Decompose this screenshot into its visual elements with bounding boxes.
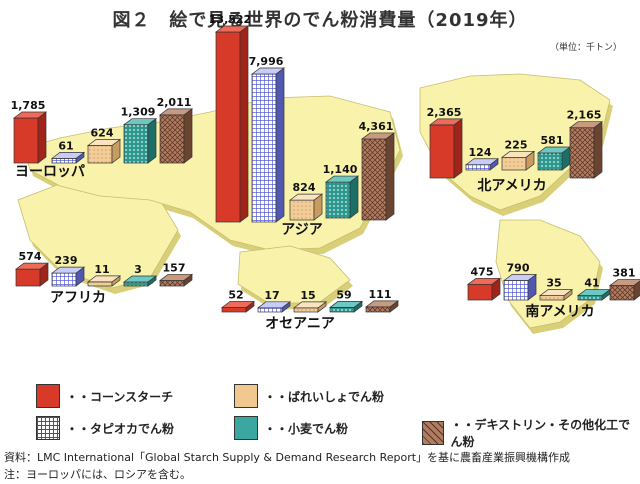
bar-potato-2 (500, 150, 536, 171)
bar-corn-0 (12, 111, 48, 164)
bar-tapioca-2 (464, 158, 500, 171)
map-south-america (495, 219, 601, 329)
value-label-tapioca-2: 124 (469, 146, 492, 159)
value-label-tapioca-1: 7,996 (249, 55, 284, 68)
legend-swatch-wheat (234, 416, 258, 440)
bar-wheat-3 (122, 275, 158, 287)
bar-potato-5 (538, 288, 574, 301)
value-label-dextrin-2: 2,165 (567, 109, 602, 122)
unit-label: （単位：千トン） (549, 43, 622, 53)
value-label-corn-1: 13,522 (209, 13, 251, 26)
bar-potato-0 (86, 138, 122, 164)
value-label-potato-0: 624 (91, 127, 114, 140)
value-label-wheat-2: 581 (541, 134, 564, 147)
bar-dextrin-4 (364, 300, 400, 313)
bar-dextrin-2 (568, 120, 604, 179)
bar-dextrin-5 (608, 279, 640, 301)
value-label-potato-2: 225 (505, 138, 528, 151)
bar-tapioca-4 (256, 301, 292, 313)
legend-swatch-corn (36, 384, 60, 408)
bar-tapioca-0 (50, 151, 86, 164)
legend-label-dextrin: ・・デキストリン・その他化工でん粉 (450, 418, 631, 449)
legend-label-potato: ・・ばれいしょでん粉 (264, 389, 385, 404)
bar-corn-5 (466, 277, 502, 301)
value-label-tapioca-3: 239 (55, 254, 78, 267)
legend-item-corn: ・・コーンスターチ (36, 384, 173, 408)
bar-potato-3 (86, 275, 122, 287)
value-label-potato-4: 15 (300, 289, 315, 302)
bar-potato-1 (288, 193, 324, 221)
legend-label-corn: ・・コーンスターチ (66, 389, 174, 404)
bar-tapioca-5 (502, 273, 538, 301)
value-label-corn-2: 2,365 (427, 106, 462, 119)
value-label-corn-5: 475 (471, 265, 494, 278)
map-oceania (237, 245, 351, 305)
value-label-wheat-1: 1,140 (323, 163, 358, 176)
legend-label-wheat: ・・小麦でん粉 (264, 421, 349, 436)
legend-item-potato: ・・ばれいしょでん粉 (234, 384, 384, 408)
legend-item-dextrin: ・・デキストリン・その他化工でん粉 (422, 416, 640, 450)
bar-tapioca-1 (250, 67, 286, 223)
bar-corn-3 (14, 262, 50, 287)
region-label-5: 南アメリカ (525, 303, 594, 320)
region-label-2: 北アメリカ (477, 178, 546, 194)
bar-corn-1 (214, 25, 250, 223)
legend-swatch-potato (234, 384, 258, 408)
value-label-potato-3: 11 (94, 263, 109, 276)
legend-swatch-tapioca (36, 416, 60, 440)
chart-title: 図２ 絵で見る世界のでん粉消費量（2019年） (112, 10, 528, 31)
value-label-wheat-0: 1,309 (121, 106, 156, 119)
region-label-0: ヨーロッパ (15, 164, 85, 180)
bar-tapioca-3 (50, 266, 86, 287)
legend-item-tapioca: ・・タピオカでん粉 (36, 416, 174, 440)
value-label-wheat-5: 41 (584, 277, 599, 290)
value-label-tapioca-0: 61 (58, 139, 73, 152)
bar-wheat-4 (328, 300, 364, 313)
value-label-corn-3: 574 (19, 250, 42, 263)
source-note: 資料：LMC International「Global Starch Suppl… (4, 451, 571, 464)
bar-wheat-2 (536, 146, 572, 171)
bar-corn-2 (428, 118, 464, 179)
value-label-corn-0: 1,785 (11, 99, 46, 112)
value-label-dextrin-1: 4,361 (359, 120, 394, 133)
region-label-3: アフリカ (50, 290, 106, 306)
legend-label-tapioca: ・・タピオカでん粉 (66, 421, 175, 436)
value-label-tapioca-5: 790 (507, 262, 530, 275)
bar-dextrin-3 (158, 273, 194, 287)
bar-wheat-1 (324, 175, 360, 219)
bar-wheat-0 (122, 117, 158, 164)
value-label-wheat-4: 59 (336, 288, 351, 301)
value-label-potato-5: 35 (546, 277, 561, 290)
value-label-dextrin-5: 381 (613, 266, 636, 279)
value-label-dextrin-3: 157 (163, 261, 186, 274)
value-label-wheat-3: 3 (134, 263, 142, 276)
value-label-potato-1: 824 (293, 181, 316, 194)
region-label-1: アジア (281, 222, 322, 238)
bar-dextrin-1 (360, 132, 396, 221)
region-label-4: オセアニア (265, 316, 335, 332)
value-label-corn-4: 52 (228, 288, 243, 301)
value-label-dextrin-4: 111 (369, 288, 392, 301)
bar-dextrin-0 (158, 108, 194, 164)
bar-potato-4 (292, 301, 328, 313)
bar-corn-4 (220, 300, 256, 313)
footnote: 注：ヨーロッパには、ロシアを含む。 (4, 468, 191, 481)
value-label-tapioca-4: 17 (264, 289, 279, 302)
legend-swatch-dextrin (422, 421, 445, 445)
legend-item-wheat: ・・小麦でん粉 (234, 416, 348, 440)
value-label-dextrin-0: 2,011 (157, 96, 192, 109)
